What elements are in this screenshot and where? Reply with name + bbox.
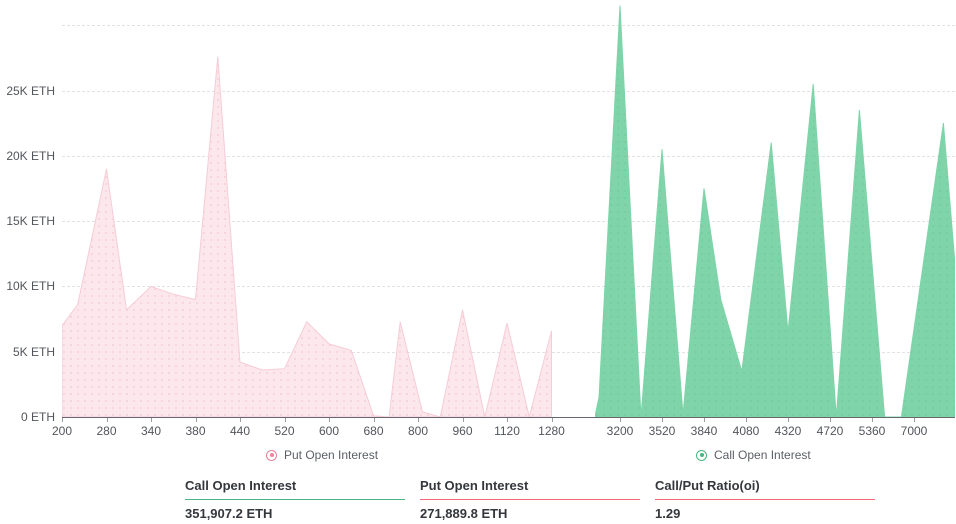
put-chart-x-axis-label: 340 — [140, 424, 162, 438]
call-series-marker-icon — [696, 449, 707, 461]
gridline — [62, 25, 955, 27]
axis-tick — [462, 418, 464, 422]
call-open-interest-area-chart[interactable] — [595, 0, 955, 420]
put-legend[interactable]: Put Open Interest — [266, 448, 378, 462]
axis-tick — [746, 418, 747, 422]
axis-tick — [240, 418, 241, 422]
put-chart-x-axis-label: 200 — [51, 424, 73, 438]
stat-label: Put Open Interest — [420, 478, 640, 500]
put-chart-x-axis-label: 600 — [318, 424, 340, 438]
put-series-marker-dot — [269, 453, 274, 457]
gridline — [62, 221, 955, 223]
axis-tick — [704, 418, 705, 422]
axis-tick — [195, 418, 197, 422]
y-axis-label: 0 ETH — [20, 410, 55, 424]
y-axis-label: 15K ETH — [6, 214, 55, 229]
axis-tick — [551, 418, 553, 422]
stat-value: 271,889.8 ETH — [420, 506, 508, 521]
axis-tick — [507, 418, 508, 422]
stats-row: Call Open Interest 351,907.2 ETH Put Ope… — [0, 478, 956, 522]
stat-put-open-interest: Put Open Interest 271,889.8 ETH — [420, 478, 640, 521]
call-chart-x-axis-label: 3200 — [606, 424, 634, 438]
put-chart-x-axis-label: 800 — [407, 424, 429, 438]
call-chart-x-axis-label: 3840 — [690, 424, 718, 438]
call-chart-x-axis-label: 4320 — [774, 424, 802, 438]
put-series-marker-icon — [266, 449, 277, 461]
call-chart-area — [595, 5, 955, 418]
x-axis-line — [62, 417, 955, 418]
axis-tick — [106, 418, 108, 422]
call-series-marker-dot — [699, 453, 704, 457]
axis-tick — [373, 418, 375, 422]
axis-tick — [914, 418, 915, 422]
axis-tick — [620, 418, 621, 422]
axis-tick — [329, 418, 330, 422]
axis-tick — [418, 418, 419, 422]
call-chart-x-axis-label: 5360 — [858, 424, 886, 438]
axis-tick — [62, 418, 63, 422]
call-chart-x-axis-label: 4720 — [816, 424, 844, 438]
put-chart-x-axis-label: 440 — [229, 424, 251, 438]
gridline — [62, 90, 955, 92]
y-axis-label: 5K ETH — [12, 344, 55, 359]
call-chart-x-axis-label: 4080 — [732, 424, 760, 438]
y-axis-label: 25K ETH — [6, 83, 55, 98]
call-legend[interactable]: Call Open Interest — [696, 448, 811, 462]
put-chart-area — [62, 56, 552, 418]
call-chart-x-axis-label: 3520 — [648, 424, 676, 438]
put-open-interest-area-chart[interactable] — [62, 0, 566, 420]
put-chart-x-axis-label: 280 — [96, 424, 117, 438]
stat-call-open-interest: Call Open Interest 351,907.2 ETH — [185, 478, 405, 521]
call-chart-x-axis-label: 7000 — [900, 424, 928, 438]
stat-value: 351,907.2 ETH — [185, 506, 273, 521]
stat-label: Call Open Interest — [185, 478, 405, 500]
stat-label: Call/Put Ratio(oi) — [655, 478, 875, 500]
y-axis-label: 10K ETH — [6, 279, 55, 294]
put-chart-x-axis-label: 680 — [363, 424, 384, 438]
put-chart-x-axis-label: 380 — [185, 424, 206, 438]
put-chart-x-axis-label: 960 — [452, 424, 473, 438]
put-chart-x-axis-label: 1120 — [494, 424, 520, 438]
put-chart-x-axis-label: 1280 — [538, 424, 565, 438]
call-legend-label: Call Open Interest — [714, 448, 811, 462]
axis-tick — [788, 418, 789, 422]
axis-tick — [830, 418, 831, 422]
gridline — [62, 155, 955, 157]
axis-tick — [284, 418, 286, 422]
put-chart-x-axis-label: 520 — [274, 424, 295, 438]
gridline — [62, 286, 955, 288]
axis-tick — [662, 418, 663, 422]
axis-tick — [872, 418, 873, 422]
axis-tick — [151, 418, 152, 422]
y-axis-label: 20K ETH — [6, 148, 55, 163]
put-legend-label: Put Open Interest — [284, 448, 379, 462]
stat-call-put-ratio: Call/Put Ratio(oi) 1.29 — [655, 478, 875, 521]
stat-value: 1.29 — [655, 506, 681, 521]
